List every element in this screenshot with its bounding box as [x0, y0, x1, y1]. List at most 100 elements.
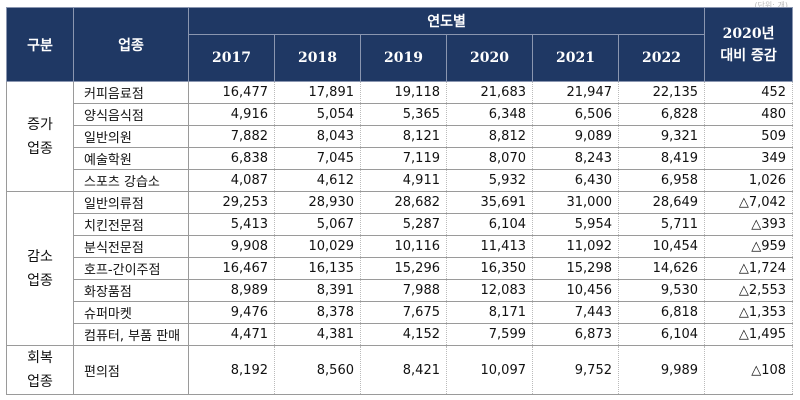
- value-cell: 16,135: [274, 257, 361, 280]
- table-row: 슈퍼마켓 9,476 8,378 7,675 8,171 7,443 6,818 △1,353: [7, 301, 794, 324]
- table-row: 컴퓨터, 부품 판매 4,471 4,381 4,152 7,599 6,873 6,104…: [7, 323, 794, 346]
- value-cell: 28,930: [274, 191, 361, 214]
- value-cell: 15,298: [532, 257, 619, 280]
- value-cell: 7,045: [274, 147, 361, 170]
- value-cell: 11,092: [532, 235, 619, 258]
- table-row: 분식전문점 9,908 10,029 10,116 11,413 11,092 10,454…: [7, 235, 794, 258]
- value-cell: 16,467: [188, 257, 275, 280]
- industry-name: 화장품점: [73, 279, 189, 302]
- value-cell: 10,116: [360, 235, 447, 258]
- value-cell: 8,192: [188, 345, 275, 395]
- value-cell: 8,243: [532, 147, 619, 170]
- value-cell: 6,958: [617, 169, 706, 192]
- value-cell: 4,911: [360, 169, 447, 192]
- industry-name: 호프-간이주점: [73, 257, 189, 280]
- value-cell: 8,812: [446, 125, 533, 148]
- value-cell: 5,287: [360, 213, 447, 236]
- value-cell: 5,054: [274, 103, 361, 126]
- value-cell: 9,089: [532, 125, 619, 148]
- industry-name: 분식전문점: [73, 235, 189, 258]
- value-cell: 8,171: [446, 301, 533, 324]
- value-cell: 5,413: [188, 213, 275, 236]
- table-row: 호프-간이주점 16,467 16,135 15,296 16,350 15,298 14,…: [7, 257, 794, 280]
- industry-name: 편의점: [73, 345, 189, 395]
- value-cell: 9,989: [617, 345, 706, 395]
- value-cell: △7,042: [704, 191, 794, 214]
- value-cell: 8,419: [617, 147, 706, 170]
- industry-name: 예술학원: [73, 147, 189, 170]
- value-cell: 1,026: [704, 169, 794, 192]
- group-label: 증가 업종: [6, 81, 74, 192]
- value-cell: 4,381: [274, 323, 361, 346]
- value-cell: △1,495: [704, 323, 794, 346]
- value-cell: 19,118: [360, 81, 447, 104]
- table-row: 스포츠 강습소 4,087 4,612 4,911 5,932 6,430 6,958 1,0…: [7, 169, 794, 192]
- header-cell: 업종: [73, 7, 189, 82]
- value-cell: 6,348: [446, 103, 533, 126]
- value-cell: 6,818: [617, 301, 706, 324]
- value-cell: △959: [704, 235, 794, 258]
- value-cell: 14,626: [617, 257, 706, 280]
- table-row: 화장품점 8,989 8,391 7,988 12,083 10,456 9,530 △2,5…: [7, 279, 794, 302]
- value-cell: 4,471: [188, 323, 275, 346]
- value-cell: △2,553: [704, 279, 794, 302]
- value-cell: △1,353: [704, 301, 794, 324]
- year-header: 2017: [188, 34, 275, 82]
- industry-name: 일반의류점: [73, 191, 189, 214]
- value-cell: 452: [704, 81, 794, 104]
- table-body: 증가 업종 커피음료점 16,477 17,891 19,118 21,683 21,947…: [6, 81, 794, 395]
- value-cell: 8,391: [274, 279, 361, 302]
- value-cell: 7,882: [188, 125, 275, 148]
- value-cell: 4,612: [274, 169, 361, 192]
- table-row: 예술학원 6,838 7,045 7,119 8,070 8,243 8,419 349: [7, 147, 794, 170]
- value-cell: 8,421: [360, 345, 447, 395]
- header-row: 2017 2018 2019 2020 2021 2022: [7, 34, 793, 82]
- year-header: 2021: [532, 34, 619, 82]
- table-header: 구분 업종 연도별 2020년 대비 증감 2017 2018 2019 2020 2021 20…: [6, 7, 794, 82]
- value-cell: 7,675: [360, 301, 447, 324]
- industry-name: 일반의원: [73, 125, 189, 148]
- table-row: 증가 업종 커피음료점 16,477 17,891 19,118 21,683 21,947…: [6, 81, 794, 192]
- value-cell: 5,932: [446, 169, 533, 192]
- value-cell: 7,599: [446, 323, 533, 346]
- year-header: 2019: [360, 34, 447, 82]
- value-cell: 6,104: [446, 213, 533, 236]
- value-cell: 35,691: [446, 191, 533, 214]
- value-cell: 9,321: [617, 125, 706, 148]
- table-row: 치킨전문점 5,413 5,067 5,287 6,104 5,954 5,711 △393: [7, 213, 794, 236]
- header-cell: 구분: [6, 7, 74, 82]
- value-cell: 8,378: [274, 301, 361, 324]
- value-cell: 15,296: [360, 257, 447, 280]
- value-cell: 21,683: [446, 81, 533, 104]
- table-row: 일반의원 7,882 8,043 8,121 8,812 9,089 9,321 509: [7, 125, 794, 148]
- value-cell: 8,989: [188, 279, 275, 302]
- table-row: 양식음식점 4,916 5,054 5,365 6,348 6,506 6,828 480: [7, 103, 794, 126]
- value-cell: 9,908: [188, 235, 275, 258]
- value-cell: △108: [704, 345, 794, 395]
- year-header: 2022: [617, 34, 706, 82]
- value-cell: 509: [704, 125, 794, 148]
- value-cell: 4,152: [360, 323, 447, 346]
- value-cell: 5,365: [360, 103, 447, 126]
- value-cell: 6,838: [188, 147, 275, 170]
- value-cell: 11,413: [446, 235, 533, 258]
- value-cell: 8,043: [274, 125, 361, 148]
- header-cell: 2020년 대비 증감: [704, 7, 794, 82]
- data-table: 구분 업종 연도별 2020년 대비 증감 2017 2018 2019 2020 2021 20…: [6, 7, 794, 395]
- value-cell: 10,454: [617, 235, 706, 258]
- industry-name: 치킨전문점: [73, 213, 189, 236]
- industry-name: 스포츠 강습소: [73, 169, 189, 192]
- value-cell: 31,000: [532, 191, 619, 214]
- value-cell: 7,988: [360, 279, 447, 302]
- value-cell: 28,682: [360, 191, 447, 214]
- value-cell: 6,506: [532, 103, 619, 126]
- value-cell: 12,083: [446, 279, 533, 302]
- value-cell: 21,947: [532, 81, 619, 104]
- industry-name: 슈퍼마켓: [73, 301, 189, 324]
- industry-name: 양식음식점: [73, 103, 189, 126]
- value-cell: 9,752: [532, 345, 619, 395]
- value-cell: 17,891: [274, 81, 361, 104]
- unit-note: (단위: 개): [754, 1, 788, 10]
- value-cell: 10,456: [532, 279, 619, 302]
